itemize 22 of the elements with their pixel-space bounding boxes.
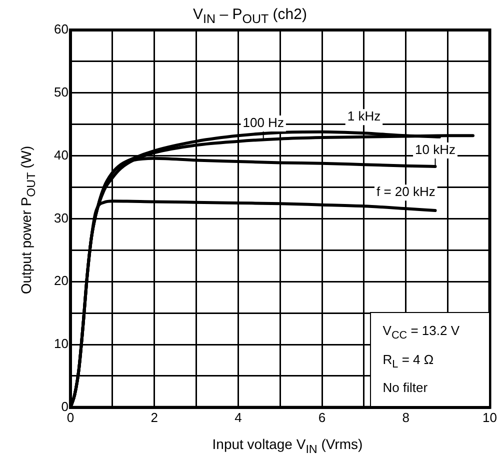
y-tick-label: 30 [54, 210, 68, 226]
note-box: V$_{CC}$ = 13.2 V R$_{L}$ = 4 Ω No filter [370, 312, 490, 408]
x-tick-label: 2 [150, 410, 158, 425]
x-tick-label: 4 [234, 410, 242, 425]
y-tick-label: 20 [54, 273, 68, 288]
x-axis-title: Input voltage V$_{IN}$ (Vrms) [211, 436, 364, 456]
y-tick-label: 40 [54, 147, 68, 162]
annotation: No filter [382, 379, 429, 398]
annotation: 1 kHz [347, 108, 381, 124]
x-tick-label: 8 [402, 410, 410, 425]
chart-title: V$_{IN}$ – P$_{OUT}$ (ch2) [193, 6, 307, 26]
annotation: R$_{L}$ = 4 Ω [382, 350, 435, 372]
y-tick-label: 60 [54, 22, 68, 37]
annotation: V$_{CC}$ = 13.2 V [382, 322, 460, 344]
x-tick-label: 6 [318, 410, 326, 425]
annotation: f = 20 kHz [376, 184, 436, 200]
y-tick-label: 0 [61, 398, 68, 414]
y-tick-label: 50 [54, 84, 68, 100]
x-tick-label: 10 [482, 410, 498, 425]
annotation: 10 kHz [415, 142, 456, 158]
annotation: 100 Hz [242, 115, 284, 130]
y-tick-label: 10 [54, 336, 68, 352]
